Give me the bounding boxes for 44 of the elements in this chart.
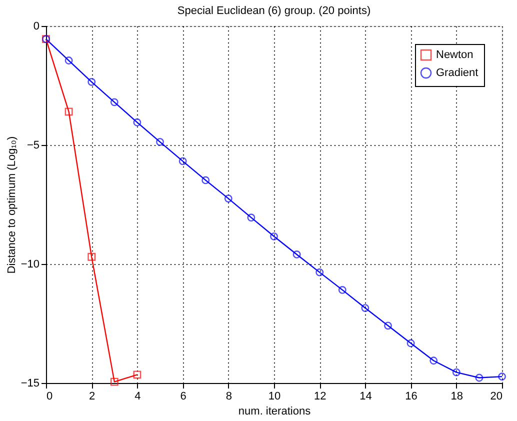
y-tick-label: −15 <box>20 378 40 390</box>
x-axis-title: num. iterations <box>238 406 312 418</box>
point <box>88 78 96 86</box>
x-tick-label: 6 <box>180 390 186 402</box>
legend-label: Gradient <box>436 67 478 79</box>
x-tick-label: 20 <box>490 390 502 402</box>
point <box>178 157 187 166</box>
x-tick-label: 18 <box>450 390 464 402</box>
x-tick-label: 8 <box>226 390 232 402</box>
point <box>64 56 73 64</box>
point <box>202 176 210 184</box>
chart-title: Special Euclidean (6) group. (20 points) <box>177 5 371 17</box>
point <box>156 138 164 146</box>
point <box>338 286 346 294</box>
point <box>430 356 438 365</box>
x-tick-label: 16 <box>405 390 418 402</box>
point <box>270 232 278 240</box>
y-tick-label: 0 <box>33 20 40 32</box>
x-tick-label: 0 <box>46 390 53 402</box>
point <box>133 370 142 379</box>
point <box>110 98 118 106</box>
point <box>316 268 324 276</box>
y-tick-label: −5 <box>26 140 40 152</box>
point <box>452 368 460 376</box>
x-tick-label: 2 <box>89 390 96 402</box>
x-tick-label: 14 <box>360 390 372 402</box>
point <box>406 339 415 348</box>
legend-label: Newton <box>436 49 474 61</box>
point <box>247 214 256 222</box>
point <box>475 374 484 382</box>
y-tick-label: −10 <box>20 258 40 270</box>
point <box>384 322 392 330</box>
point <box>224 194 232 202</box>
x-tick-label: 10 <box>268 390 281 402</box>
point <box>292 250 301 258</box>
point <box>133 118 142 126</box>
point <box>361 304 370 312</box>
point <box>498 372 506 381</box>
point <box>110 378 118 386</box>
point <box>88 252 96 261</box>
point <box>64 108 73 116</box>
y-axis-title: Distance to optimum (Log₁₀) <box>6 136 18 274</box>
x-tick-label: 4 <box>134 390 141 402</box>
x-tick-label: 12 <box>314 390 326 402</box>
